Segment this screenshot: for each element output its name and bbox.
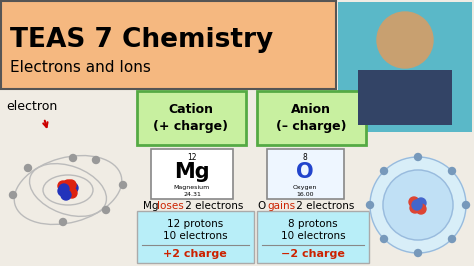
- Text: gains: gains: [267, 201, 295, 211]
- Text: 10 electrons: 10 electrons: [163, 231, 228, 241]
- Text: 12: 12: [187, 153, 197, 163]
- Circle shape: [92, 156, 100, 164]
- Text: Oxygen: Oxygen: [293, 185, 317, 190]
- Circle shape: [67, 188, 77, 198]
- Circle shape: [410, 203, 420, 213]
- FancyBboxPatch shape: [257, 91, 366, 145]
- Circle shape: [414, 250, 421, 256]
- Circle shape: [58, 181, 68, 191]
- FancyBboxPatch shape: [151, 149, 233, 199]
- FancyBboxPatch shape: [358, 70, 452, 125]
- Circle shape: [366, 202, 374, 209]
- Circle shape: [448, 235, 456, 243]
- Text: 12 protons: 12 protons: [167, 219, 223, 229]
- Text: Magnesium: Magnesium: [174, 185, 210, 190]
- Text: Mg: Mg: [143, 201, 162, 211]
- Circle shape: [383, 170, 453, 240]
- Text: 10 electrons: 10 electrons: [281, 231, 346, 241]
- Text: TEAS 7 Chemistry: TEAS 7 Chemistry: [10, 27, 273, 53]
- Text: O: O: [258, 201, 270, 211]
- FancyBboxPatch shape: [338, 2, 472, 132]
- Text: 16.00: 16.00: [296, 192, 314, 197]
- Circle shape: [63, 188, 73, 198]
- Text: 8: 8: [302, 153, 307, 163]
- Circle shape: [119, 181, 127, 189]
- FancyBboxPatch shape: [137, 91, 246, 145]
- Text: loses: loses: [157, 201, 184, 211]
- Text: Anion
(– charge): Anion (– charge): [276, 103, 346, 133]
- Circle shape: [381, 168, 388, 174]
- Text: Mg: Mg: [174, 162, 210, 182]
- Circle shape: [102, 206, 109, 214]
- Circle shape: [59, 184, 69, 194]
- Circle shape: [61, 190, 71, 200]
- FancyBboxPatch shape: [137, 211, 254, 263]
- Text: 2 electrons: 2 electrons: [293, 201, 355, 211]
- Circle shape: [63, 180, 73, 190]
- Circle shape: [377, 12, 433, 68]
- Circle shape: [9, 192, 17, 198]
- Text: electron: electron: [6, 101, 57, 114]
- Text: Cation
(+ charge): Cation (+ charge): [154, 103, 228, 133]
- FancyBboxPatch shape: [1, 1, 336, 89]
- Circle shape: [381, 235, 388, 243]
- Circle shape: [412, 200, 422, 210]
- Circle shape: [68, 183, 78, 193]
- Circle shape: [66, 180, 76, 190]
- Text: 2 electrons: 2 electrons: [182, 201, 243, 211]
- Text: 24.31: 24.31: [183, 192, 201, 197]
- Circle shape: [463, 202, 470, 209]
- Text: Electrons and Ions: Electrons and Ions: [10, 60, 151, 74]
- Circle shape: [409, 197, 419, 207]
- Circle shape: [370, 157, 466, 253]
- Circle shape: [448, 168, 456, 174]
- Text: +2 charge: +2 charge: [163, 249, 227, 259]
- FancyBboxPatch shape: [267, 149, 344, 199]
- Circle shape: [70, 155, 76, 161]
- Circle shape: [414, 153, 421, 160]
- Circle shape: [416, 198, 426, 208]
- FancyBboxPatch shape: [257, 211, 369, 263]
- Text: 8 protons: 8 protons: [288, 219, 338, 229]
- Text: −2 charge: −2 charge: [281, 249, 345, 259]
- Circle shape: [58, 186, 68, 196]
- Text: O: O: [296, 162, 314, 182]
- Circle shape: [416, 204, 426, 214]
- Circle shape: [25, 164, 31, 172]
- Circle shape: [60, 218, 66, 226]
